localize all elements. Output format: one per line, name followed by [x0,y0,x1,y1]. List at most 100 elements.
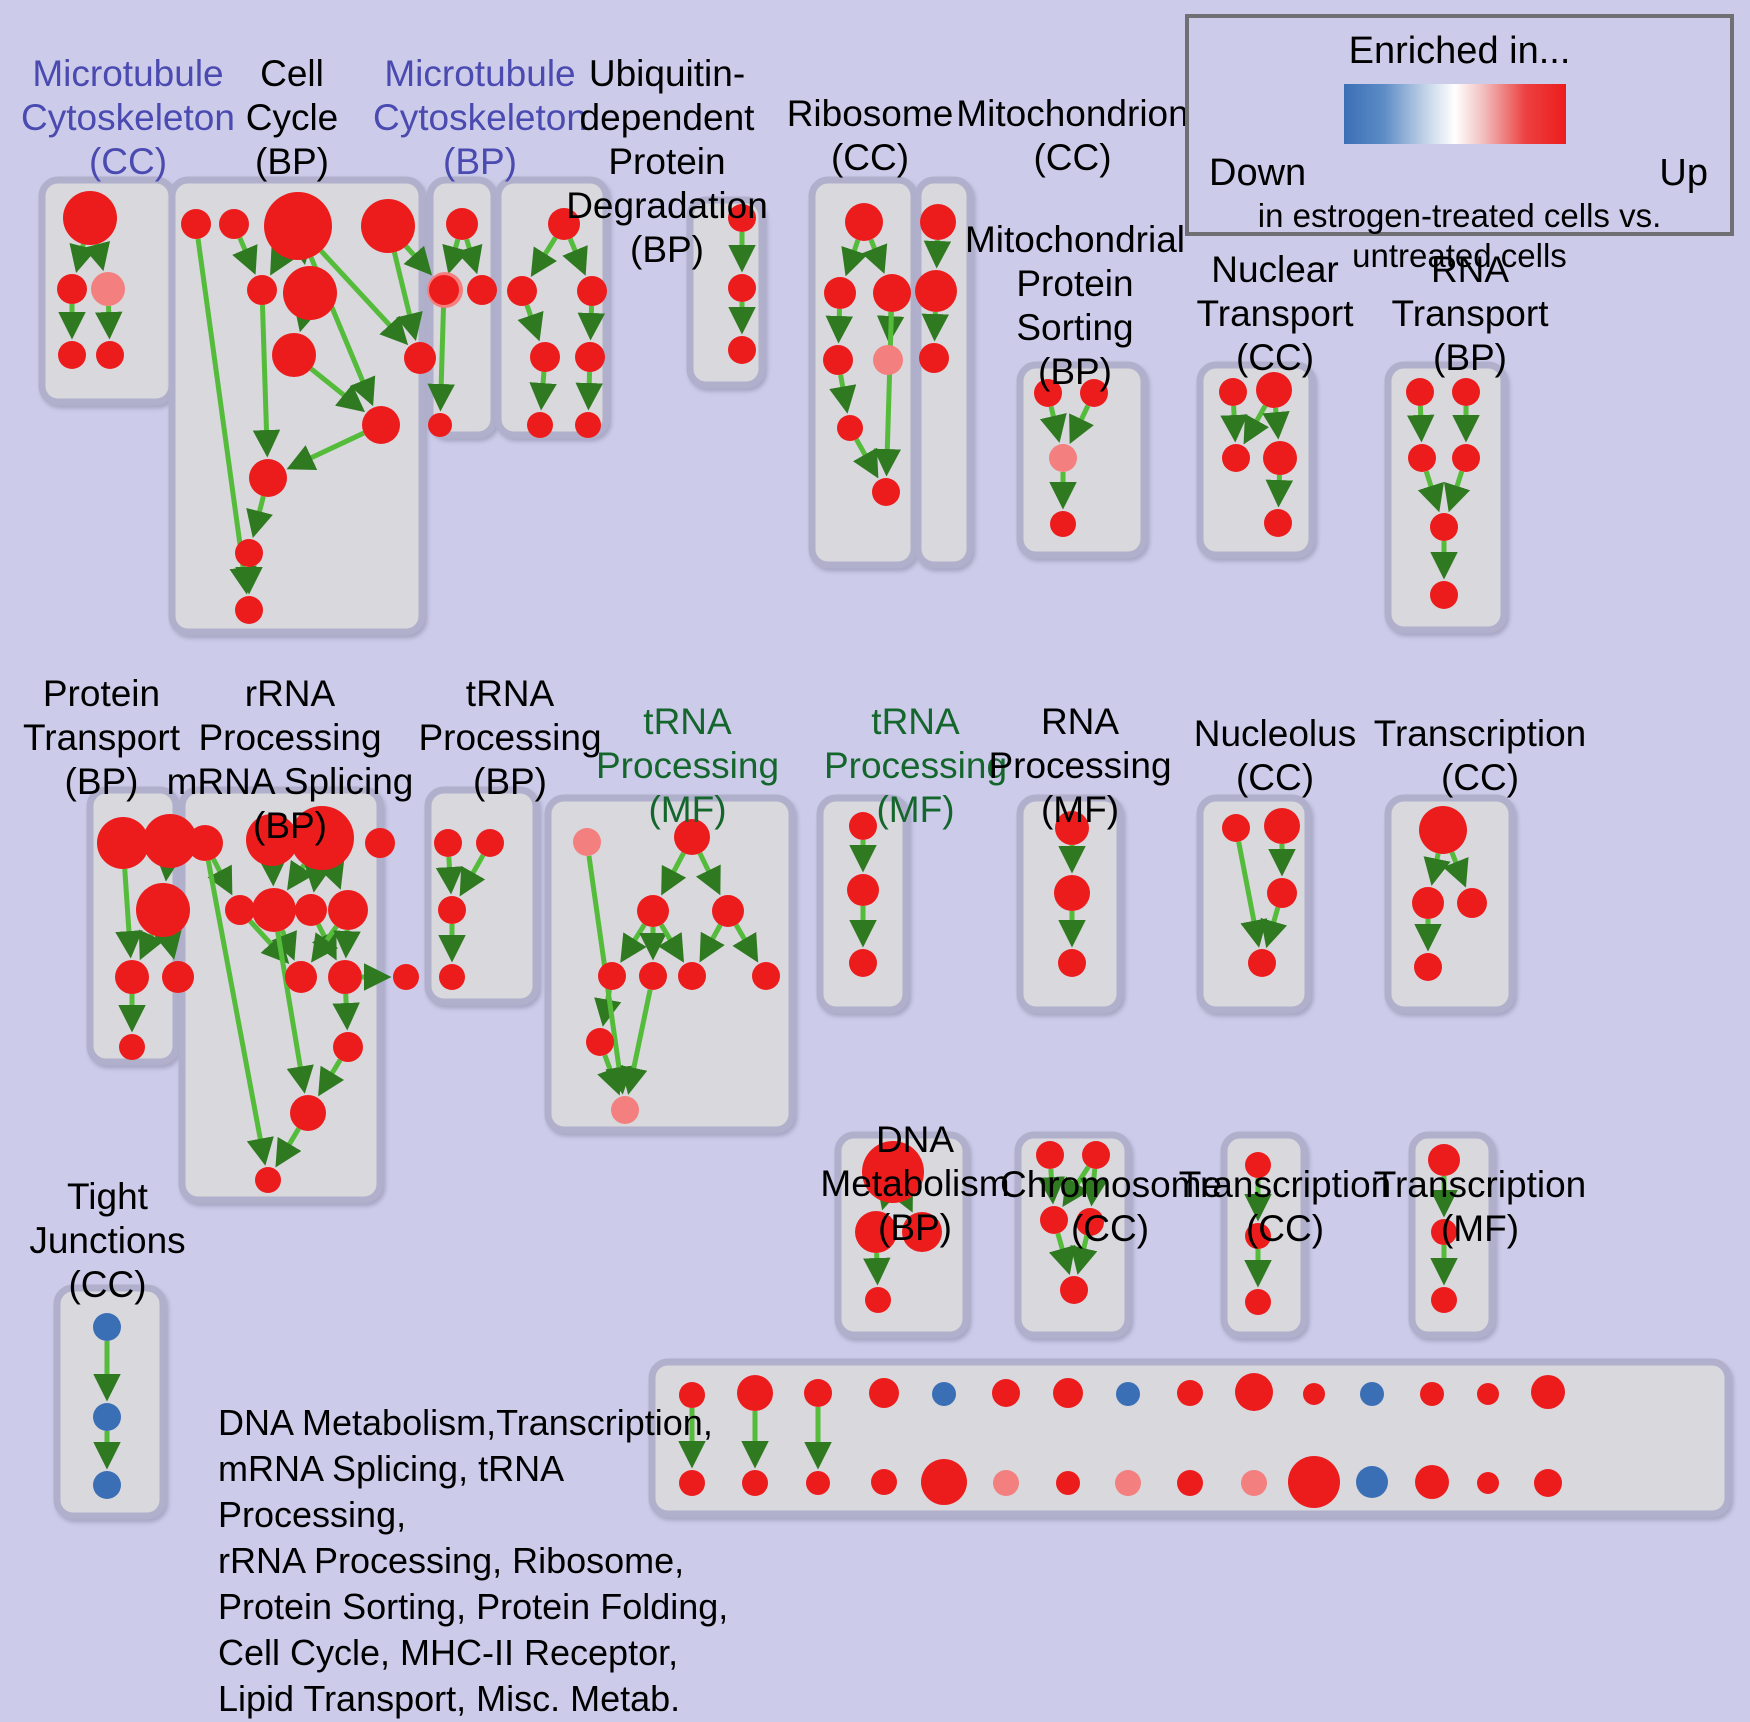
node-b8[interactable] [272,333,316,377]
node-x8[interactable] [1116,1382,1140,1406]
node-b9[interactable] [404,342,436,374]
node-n7[interactable] [678,962,706,990]
node-h4[interactable] [1050,511,1076,537]
node-i4[interactable] [1263,441,1297,475]
node-q1[interactable] [1222,814,1250,842]
node-c2[interactable] [429,275,459,305]
node-l12[interactable] [290,1095,326,1131]
node-m5[interactable] [439,964,465,990]
node-i1[interactable] [1219,378,1247,406]
node-b5[interactable] [247,275,277,305]
node-b13[interactable] [235,596,263,624]
node-a5[interactable] [96,341,124,369]
node-k6[interactable] [119,1034,145,1060]
node-d7[interactable] [575,412,601,438]
node-y12[interactable] [1356,1466,1388,1498]
node-t5[interactable] [1060,1276,1088,1304]
node-x7[interactable] [1053,1378,1083,1408]
node-b4[interactable] [361,199,415,253]
node-y5[interactable] [921,1459,967,1505]
node-w3[interactable] [93,1471,121,1499]
node-m1[interactable] [434,829,462,857]
node-n6[interactable] [639,962,667,990]
node-x10[interactable] [1235,1373,1273,1411]
node-d2[interactable] [507,276,537,306]
node-d6[interactable] [527,412,553,438]
node-y3[interactable] [806,1471,830,1495]
node-o3[interactable] [849,949,877,977]
node-f5[interactable] [873,345,903,375]
node-f2[interactable] [824,277,856,309]
node-n9[interactable] [586,1028,614,1056]
node-y8[interactable] [1115,1470,1141,1496]
node-x4[interactable] [869,1378,899,1408]
node-x12[interactable] [1360,1382,1384,1406]
node-m2[interactable] [476,829,504,857]
node-l9[interactable] [285,961,317,993]
node-l5[interactable] [225,895,255,925]
node-b6[interactable] [283,266,337,320]
node-y7[interactable] [1056,1471,1080,1495]
node-h3[interactable] [1049,444,1077,472]
node-p2[interactable] [1054,875,1090,911]
node-l8[interactable] [328,890,368,930]
node-x14[interactable] [1477,1383,1499,1405]
node-m4[interactable] [393,964,419,990]
node-v3[interactable] [1431,1287,1457,1313]
node-u3[interactable] [1245,1289,1271,1315]
node-a4[interactable] [58,341,86,369]
node-q4[interactable] [1248,949,1276,977]
node-i3[interactable] [1222,444,1250,472]
node-g3[interactable] [919,343,949,373]
node-c4[interactable] [428,413,452,437]
node-x11[interactable] [1303,1383,1325,1405]
node-b3[interactable] [264,192,332,260]
node-q3[interactable] [1267,878,1297,908]
node-f3[interactable] [873,274,911,312]
node-g1[interactable] [920,204,956,240]
node-n3[interactable] [637,895,669,927]
node-x3[interactable] [804,1379,832,1407]
node-y15[interactable] [1534,1469,1562,1497]
node-n5[interactable] [598,962,626,990]
node-l10[interactable] [328,960,362,994]
node-a1[interactable] [63,191,117,245]
node-j6[interactable] [1430,581,1458,609]
node-w2[interactable] [93,1403,121,1431]
node-s4[interactable] [865,1287,891,1313]
node-x5[interactable] [932,1382,956,1406]
node-p3[interactable] [1058,949,1086,977]
node-b11[interactable] [249,459,287,497]
node-y14[interactable] [1477,1472,1499,1494]
node-d5[interactable] [575,342,605,372]
node-l13[interactable] [255,1167,281,1193]
node-b12[interactable] [235,539,263,567]
node-j1[interactable] [1406,378,1434,406]
node-y4[interactable] [871,1469,897,1495]
node-o2[interactable] [847,874,879,906]
node-q2[interactable] [1264,808,1300,844]
node-b1[interactable] [181,209,211,239]
node-f6[interactable] [837,415,863,441]
node-f1[interactable] [845,203,883,241]
node-x2[interactable] [737,1375,773,1411]
node-d4[interactable] [530,342,560,372]
node-e3[interactable] [728,336,756,364]
node-l11[interactable] [333,1032,363,1062]
node-y6[interactable] [993,1470,1019,1496]
node-f7[interactable] [872,478,900,506]
node-b2[interactable] [219,209,249,239]
node-k5[interactable] [162,961,194,993]
node-j3[interactable] [1408,444,1436,472]
node-x13[interactable] [1420,1382,1444,1406]
node-j5[interactable] [1430,513,1458,541]
node-y11[interactable] [1288,1456,1340,1508]
node-m3[interactable] [438,896,466,924]
node-n10[interactable] [611,1096,639,1124]
node-k1[interactable] [97,817,149,869]
node-g2[interactable] [915,270,957,312]
node-y9[interactable] [1177,1470,1203,1496]
node-d3[interactable] [577,276,607,306]
node-x9[interactable] [1177,1380,1203,1406]
node-l6[interactable] [252,888,296,932]
